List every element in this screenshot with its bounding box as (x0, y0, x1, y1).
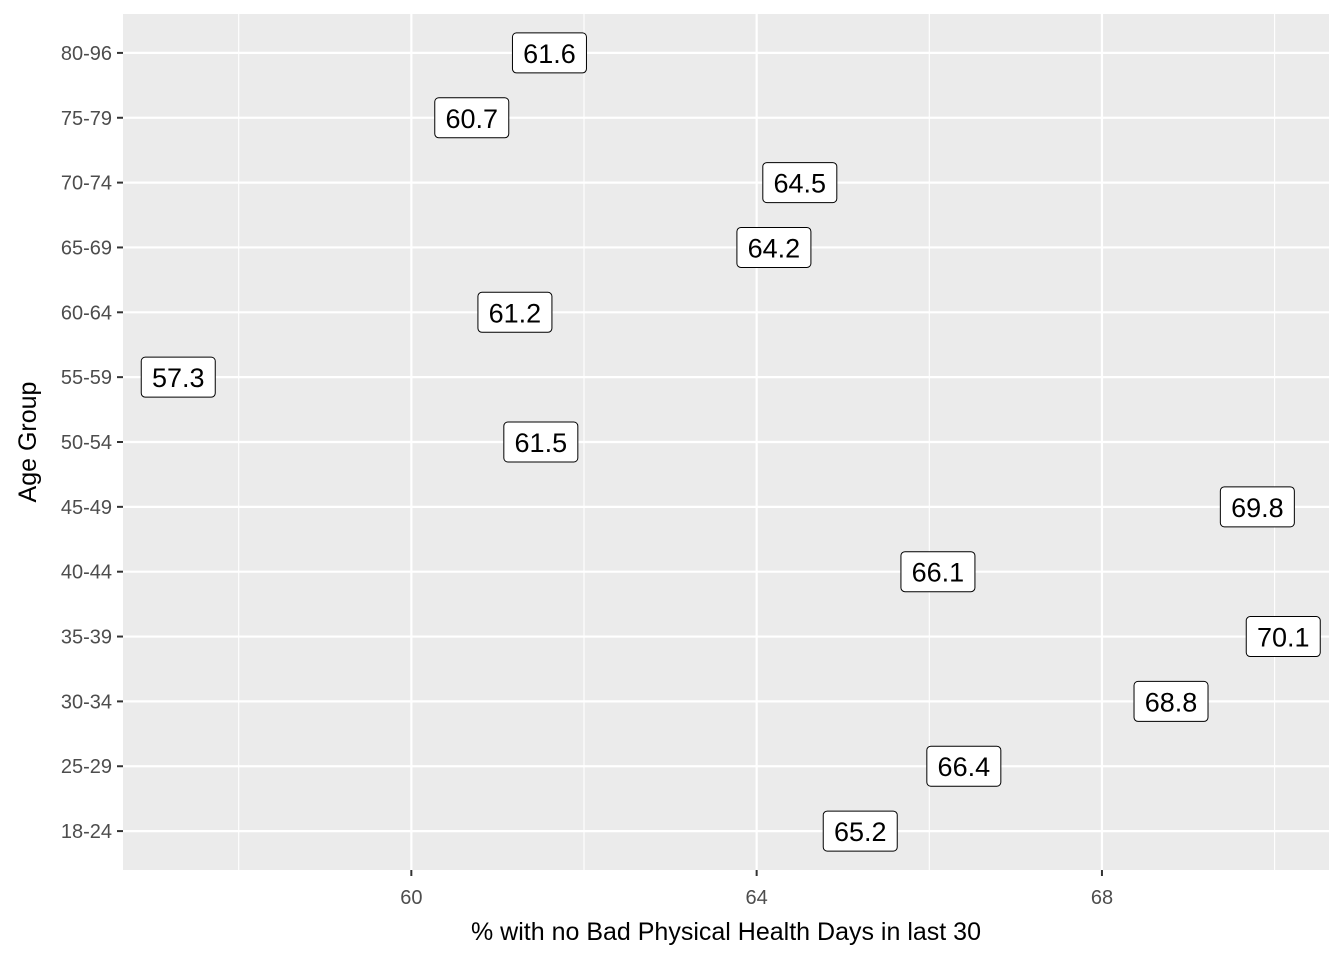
y-tick-label: 30-34 (61, 691, 112, 713)
data-point-label: 64.5 (762, 162, 838, 204)
major-gridlines (123, 14, 1329, 870)
label-text: 64.2 (748, 233, 801, 263)
y-axis: 18-24 25-29 30-34 35-39 40-44 45-49 50-54 55-59… (61, 43, 123, 843)
x-axis: 60 64 68 (400, 870, 1113, 909)
data-point-label: 61.5 (503, 421, 579, 463)
label-box (477, 291, 553, 333)
label-box (822, 810, 898, 852)
y-tick-label: 75-79 (61, 108, 112, 130)
label-box (736, 226, 812, 268)
y-tick-label: 70-74 (61, 173, 112, 195)
label-box (503, 421, 579, 463)
y-tick-label: 40-44 (61, 562, 112, 584)
label-text: 70.1 (1257, 623, 1310, 653)
label-text: 61.5 (515, 428, 568, 458)
data-point-label: 60.7 (434, 97, 510, 139)
label-text: 68.8 (1145, 687, 1198, 717)
label-box (1133, 680, 1209, 722)
data-point-label: 66.4 (926, 745, 1002, 787)
data-point-label: 70.1 (1245, 616, 1321, 658)
y-tick-label: 18-24 (61, 821, 112, 843)
x-tick-label: 60 (400, 887, 422, 909)
label-text: 66.1 (912, 558, 965, 588)
data-point-label: 69.8 (1219, 486, 1295, 528)
y-tick-label: 55-59 (61, 367, 112, 389)
label-text: 64.5 (774, 169, 827, 199)
data-point-label: 57.3 (140, 356, 216, 398)
label-box (900, 551, 976, 593)
y-tick-label: 60-64 (61, 302, 112, 324)
x-tick-label: 68 (1091, 887, 1113, 909)
data-labels: 65.2 66.4 68.8 70.1 66.1 69.8 61.5 57.3 61.2 64.2… (140, 32, 1321, 852)
label-text: 60.7 (445, 104, 498, 134)
y-tick-label: 65-69 (61, 237, 112, 259)
data-point-label: 65.2 (822, 810, 898, 852)
label-box (434, 97, 510, 139)
label-box (762, 162, 838, 204)
data-point-label: 61.6 (511, 32, 587, 74)
y-tick-label: 25-29 (61, 756, 112, 778)
y-axis-title: Age Group (14, 382, 42, 503)
label-box (511, 32, 587, 74)
label-text: 61.2 (489, 298, 542, 328)
label-box (1219, 486, 1295, 528)
label-box (140, 356, 216, 398)
y-tick-label: 80-96 (61, 43, 112, 65)
data-point-label: 66.1 (900, 551, 976, 593)
y-tick-label: 35-39 (61, 627, 112, 649)
y-tick-label: 50-54 (61, 432, 112, 454)
label-text: 69.8 (1231, 493, 1284, 523)
data-point-label: 61.2 (477, 291, 553, 333)
x-axis-title: % with no Bad Physical Health Days in la… (471, 918, 981, 946)
label-text: 65.2 (834, 817, 887, 847)
data-point-label: 68.8 (1133, 680, 1209, 722)
label-box (926, 745, 1002, 787)
label-text: 61.6 (523, 39, 576, 69)
label-text: 66.4 (938, 752, 991, 782)
x-tick-label: 64 (746, 887, 768, 909)
y-tick-label: 45-49 (61, 497, 112, 519)
label-text: 57.3 (152, 363, 205, 393)
label-box (1245, 616, 1321, 658)
data-point-label: 64.2 (736, 226, 812, 268)
